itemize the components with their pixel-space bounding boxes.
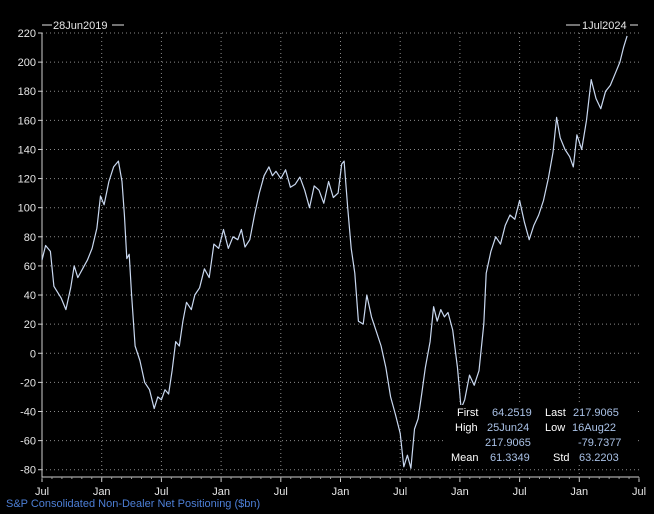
stat-high-date: 25Jun24 bbox=[487, 422, 530, 434]
stat-high-value: 217.9065 bbox=[485, 437, 531, 449]
y-tick-label: 200 bbox=[18, 57, 36, 69]
stat-std-value: 63.2203 bbox=[579, 452, 619, 464]
stat-first-value: 64.2519 bbox=[492, 407, 532, 419]
x-axis: Jul Jan Jul Jan Jul Jan Jul Jan Jul Jan Jul bbox=[35, 477, 646, 498]
x-tick-label: Jan bbox=[570, 486, 588, 498]
y-tick-label: 40 bbox=[24, 290, 36, 302]
chart-title: S&P Consolidated Non-Dealer Net Position… bbox=[6, 498, 261, 510]
x-tick-label: Jul bbox=[393, 486, 407, 498]
stat-mean-value: 61.3349 bbox=[490, 452, 530, 464]
x-tick-label: Jul bbox=[35, 486, 49, 498]
y-tick-label: 220 bbox=[18, 28, 36, 40]
date-range: 28Jun2019 1Jul2024 bbox=[42, 20, 638, 32]
y-tick-label: -20 bbox=[20, 377, 36, 389]
stat-first-label: First bbox=[457, 407, 479, 419]
series-line bbox=[41, 35, 628, 469]
stat-last-label: Last bbox=[545, 407, 566, 419]
stat-mean-label: Mean bbox=[451, 452, 479, 464]
x-tick-label: Jan bbox=[451, 486, 469, 498]
y-tick-label: 100 bbox=[18, 203, 36, 215]
stats-panel: First 64.2519 Last 217.9065 High 25Jun24… bbox=[445, 405, 637, 465]
x-tick-label: Jul bbox=[632, 486, 646, 498]
y-tick-label: 140 bbox=[18, 144, 36, 156]
y-tick-label: -60 bbox=[20, 436, 36, 448]
y-tick-label: 120 bbox=[18, 174, 36, 186]
y-tick-label: 180 bbox=[18, 86, 36, 98]
stat-std-label: Std bbox=[553, 452, 570, 464]
y-tick-label: 60 bbox=[24, 261, 36, 273]
stat-low-label: Low bbox=[545, 422, 566, 434]
y-tick-label: -80 bbox=[20, 465, 36, 477]
stat-last-value: 217.9065 bbox=[573, 407, 619, 419]
stat-low-date: 16Aug22 bbox=[572, 422, 617, 434]
x-tick-label: Jan bbox=[332, 486, 350, 498]
y-axis: 220200180160140120100806040200-20-40-60-… bbox=[18, 28, 42, 477]
x-tick-label: Jul bbox=[154, 486, 168, 498]
y-tick-label: -40 bbox=[20, 406, 36, 418]
stat-high-label: High bbox=[455, 422, 478, 434]
start-date-label: 28Jun2019 bbox=[53, 20, 107, 32]
x-tick-label: Jul bbox=[513, 486, 527, 498]
y-tick-label: 20 bbox=[24, 319, 36, 331]
x-tick-label: Jan bbox=[93, 486, 111, 498]
x-tick-label: Jul bbox=[274, 486, 288, 498]
end-date-label: 1Jul2024 bbox=[582, 20, 627, 32]
y-tick-label: 160 bbox=[18, 115, 36, 127]
series-group bbox=[41, 35, 628, 469]
x-tick-label: Jan bbox=[212, 486, 230, 498]
y-tick-label: 80 bbox=[24, 232, 36, 244]
y-tick-label: 0 bbox=[30, 348, 36, 360]
stat-low-value: -79.7377 bbox=[578, 437, 622, 449]
